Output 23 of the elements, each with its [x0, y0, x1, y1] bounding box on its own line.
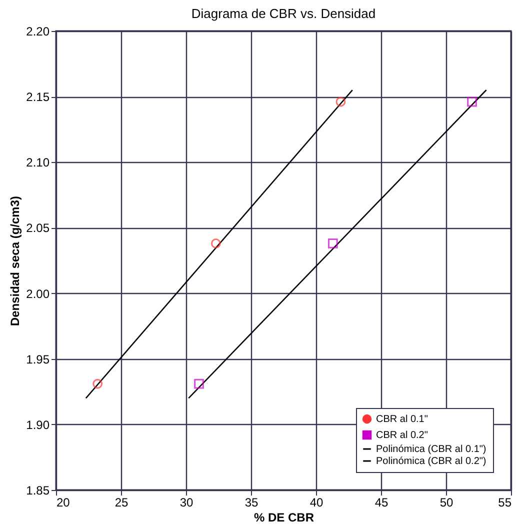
y-tick-label: 2.05 [26, 221, 50, 236]
x-tick-label: 30 [180, 496, 194, 510]
legend-label: CBR al 0.2" [376, 430, 428, 441]
x-tick-label: 50 [440, 496, 454, 510]
y-tick-label: 1.90 [26, 418, 50, 432]
legend-label: Polinómica (CBR al 0.2") [376, 456, 486, 467]
legend-label: CBR al 0.1" [376, 414, 428, 425]
x-tick-label: 35 [244, 496, 258, 510]
chart-title: Diagrama de CBR vs. Densidad [191, 6, 376, 21]
x-tick-label: 40 [310, 496, 324, 510]
x-tick-label: 20 [56, 496, 70, 510]
x-tick-label: 55 [498, 496, 512, 510]
y-tick-label: 1.95 [26, 352, 50, 366]
x-tick-label: 45 [374, 496, 388, 510]
y-tick-label: 1.85 [26, 484, 50, 498]
y-tick-label: 2.15 [26, 90, 50, 104]
y-tick-label: 2.20 [26, 24, 50, 38]
y-axis-title: Densidad seca (g/cm3) [8, 196, 22, 326]
x-tick-label: 25 [114, 496, 128, 510]
y-tick-label: 2.10 [26, 156, 50, 170]
legend-label: Polinómica (CBR al 0.1") [376, 444, 486, 455]
y-tick-label: 2.00 [26, 286, 50, 301]
x-axis-title: % DE CBR [254, 510, 314, 524]
